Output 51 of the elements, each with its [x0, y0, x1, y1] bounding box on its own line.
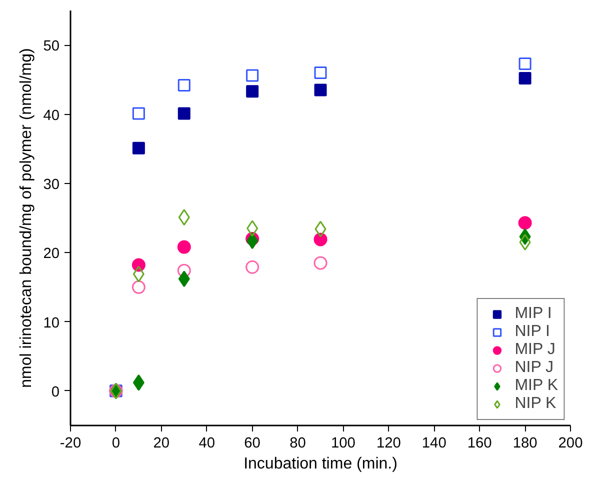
- point: [314, 66, 327, 79]
- point: [132, 142, 145, 154]
- legend-label: NIP K: [514, 395, 556, 413]
- point: [177, 264, 191, 278]
- point: [518, 72, 532, 85]
- point: [132, 280, 146, 294]
- x-tick-label: 140: [422, 436, 446, 452]
- x-tick-label: 20: [153, 436, 170, 452]
- point: [314, 256, 328, 270]
- point: [178, 107, 190, 120]
- x-tick-label: 60: [244, 436, 260, 452]
- point: [178, 209, 190, 226]
- x-tick-label: 180: [512, 436, 538, 452]
- point: [178, 270, 190, 288]
- y-tick-label: 20: [43, 246, 60, 262]
- legend-label: MIP J: [514, 341, 556, 359]
- x-tick-label: 40: [198, 436, 216, 452]
- point: [314, 84, 327, 96]
- point: [246, 232, 258, 250]
- x-tick-label: 200: [558, 436, 583, 452]
- point: [519, 234, 531, 250]
- y-tick-label: 40: [43, 108, 60, 124]
- legend-label: MIP K: [514, 377, 558, 395]
- point: [246, 260, 260, 274]
- legend-label: MIP I: [514, 305, 552, 323]
- y-tick-label: 30: [43, 176, 60, 193]
- x-tick-label: -20: [60, 436, 82, 452]
- point: [246, 69, 259, 82]
- x-tick-label: 100: [331, 436, 356, 452]
- x-tick-label: 120: [376, 436, 401, 452]
- x-tick-label: 0: [112, 436, 120, 452]
- point: [132, 374, 144, 391]
- point: [177, 240, 191, 254]
- point: [132, 266, 144, 282]
- x-axis-title: Incubation time (min.): [244, 456, 398, 472]
- point: [246, 220, 258, 237]
- point: [246, 85, 259, 98]
- point: [314, 220, 326, 238]
- x-tick-label: 160: [467, 436, 492, 452]
- legend-label: NIP I: [514, 323, 550, 341]
- y-tick-label: 50: [43, 38, 60, 55]
- legend-label: NIP J: [514, 359, 554, 377]
- point: [518, 58, 532, 70]
- point: [132, 107, 145, 120]
- point: [178, 78, 190, 92]
- x-tick-label: 80: [290, 436, 306, 452]
- y-axis-title: nmol irinotecan bound/mg of polymer (nmol/mg): [18, 48, 36, 388]
- point: [518, 216, 532, 230]
- point: [314, 232, 328, 246]
- y-tick-label: 0: [51, 384, 60, 400]
- y-tick-label: 10: [43, 315, 60, 332]
